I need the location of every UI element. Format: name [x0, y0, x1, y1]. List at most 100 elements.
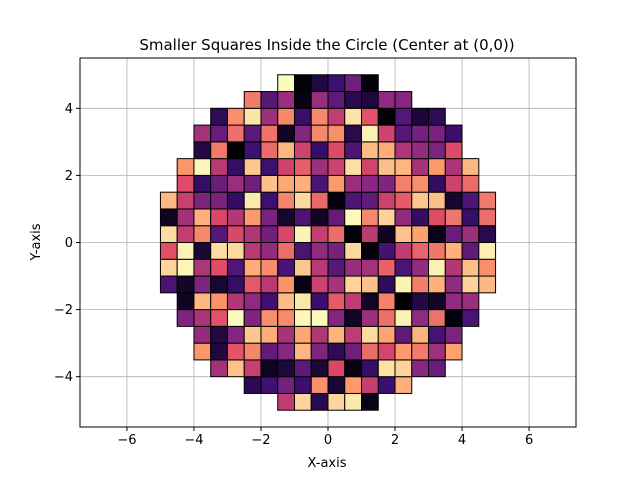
circle-square — [411, 275, 430, 294]
circle-square — [361, 376, 379, 394]
circle-square — [210, 292, 228, 311]
circle-square — [344, 242, 363, 260]
circle-square — [377, 191, 396, 210]
circle-square — [361, 124, 379, 143]
circle-square — [277, 141, 295, 160]
circle-square — [344, 275, 363, 294]
circle-square — [411, 292, 430, 311]
circle-square — [226, 174, 245, 193]
circle-square — [428, 141, 446, 160]
circle-square — [394, 158, 413, 176]
circle-square — [377, 174, 396, 193]
circle-square — [260, 91, 279, 109]
circle-square — [361, 309, 379, 327]
circle-square — [411, 208, 430, 227]
circle-square — [327, 359, 346, 378]
circle-square — [394, 191, 413, 210]
circle-square — [243, 225, 262, 244]
circle-square — [444, 275, 463, 294]
y-tick-labels: −4 −2 0 2 4 — [54, 102, 73, 385]
circle-square — [293, 359, 312, 378]
circle-square — [260, 208, 279, 227]
circle-square — [260, 191, 279, 210]
circle-square — [226, 107, 245, 126]
circle-square — [310, 124, 329, 143]
circle-square — [327, 325, 346, 344]
x-axis-label: X-axis — [308, 456, 347, 471]
circle-square — [344, 359, 363, 378]
circle-square — [193, 141, 212, 160]
circle-square — [193, 208, 212, 227]
circle-square — [243, 107, 262, 126]
y-tick-label: 2 — [65, 169, 73, 184]
x-tick-label: 0 — [324, 433, 332, 448]
circle-square — [478, 258, 497, 277]
circle-square — [193, 191, 212, 210]
circle-square — [193, 242, 212, 260]
circle-square — [327, 208, 346, 227]
circle-square — [210, 158, 228, 176]
circle-square — [394, 107, 413, 126]
circle-square — [293, 342, 312, 361]
circle-square — [193, 258, 212, 277]
circle-square — [243, 242, 262, 260]
circle-square — [226, 191, 245, 210]
circle-square — [394, 275, 413, 294]
circle-square — [226, 292, 245, 311]
circle-square — [277, 208, 295, 227]
circle-square — [159, 225, 178, 244]
y-tick-label: −2 — [54, 303, 73, 318]
circle-square — [260, 309, 279, 327]
circle-square — [327, 376, 346, 394]
circle-square — [377, 124, 396, 143]
circle-square — [461, 275, 480, 294]
x-tick-labels: −6 −4 −2 0 2 4 6 — [117, 433, 533, 448]
circle-square — [293, 225, 312, 244]
circle-square — [159, 191, 178, 210]
circle-square — [411, 309, 430, 327]
circle-square — [428, 258, 446, 277]
circle-square — [411, 325, 430, 344]
circle-square — [193, 225, 212, 244]
circle-square — [327, 124, 346, 143]
circle-square — [444, 292, 463, 311]
circle-square — [176, 275, 195, 294]
circle-square — [377, 141, 396, 160]
circle-square — [327, 91, 346, 109]
circle-square — [361, 174, 379, 193]
circle-square — [411, 124, 430, 143]
y-tick-label: 4 — [65, 102, 73, 117]
y-axis-label: Y-axis — [29, 223, 44, 261]
circle-square — [293, 258, 312, 277]
circle-square — [210, 242, 228, 260]
circle-square — [226, 258, 245, 277]
circle-square — [394, 208, 413, 227]
circle-square — [243, 292, 262, 311]
circle-square — [293, 174, 312, 193]
circle-square — [260, 158, 279, 176]
circle-square — [193, 325, 212, 344]
circle-square — [310, 107, 329, 126]
circle-square — [344, 225, 363, 244]
circle-square — [277, 325, 295, 344]
circle-square — [260, 124, 279, 143]
circle-square — [243, 174, 262, 193]
circle-square — [377, 242, 396, 260]
circle-square — [344, 325, 363, 344]
circle-square — [344, 392, 363, 411]
circle-square — [293, 392, 312, 411]
circle-square — [277, 292, 295, 311]
circle-square — [327, 158, 346, 176]
circle-square — [176, 174, 195, 193]
circle-square — [293, 275, 312, 294]
circle-square — [327, 275, 346, 294]
circle-square — [394, 141, 413, 160]
circle-square — [293, 141, 312, 160]
circle-square — [394, 124, 413, 143]
circle-square — [444, 174, 463, 193]
circle-square — [277, 225, 295, 244]
circle-square — [361, 208, 379, 227]
circle-square — [327, 174, 346, 193]
circle-square — [411, 141, 430, 160]
